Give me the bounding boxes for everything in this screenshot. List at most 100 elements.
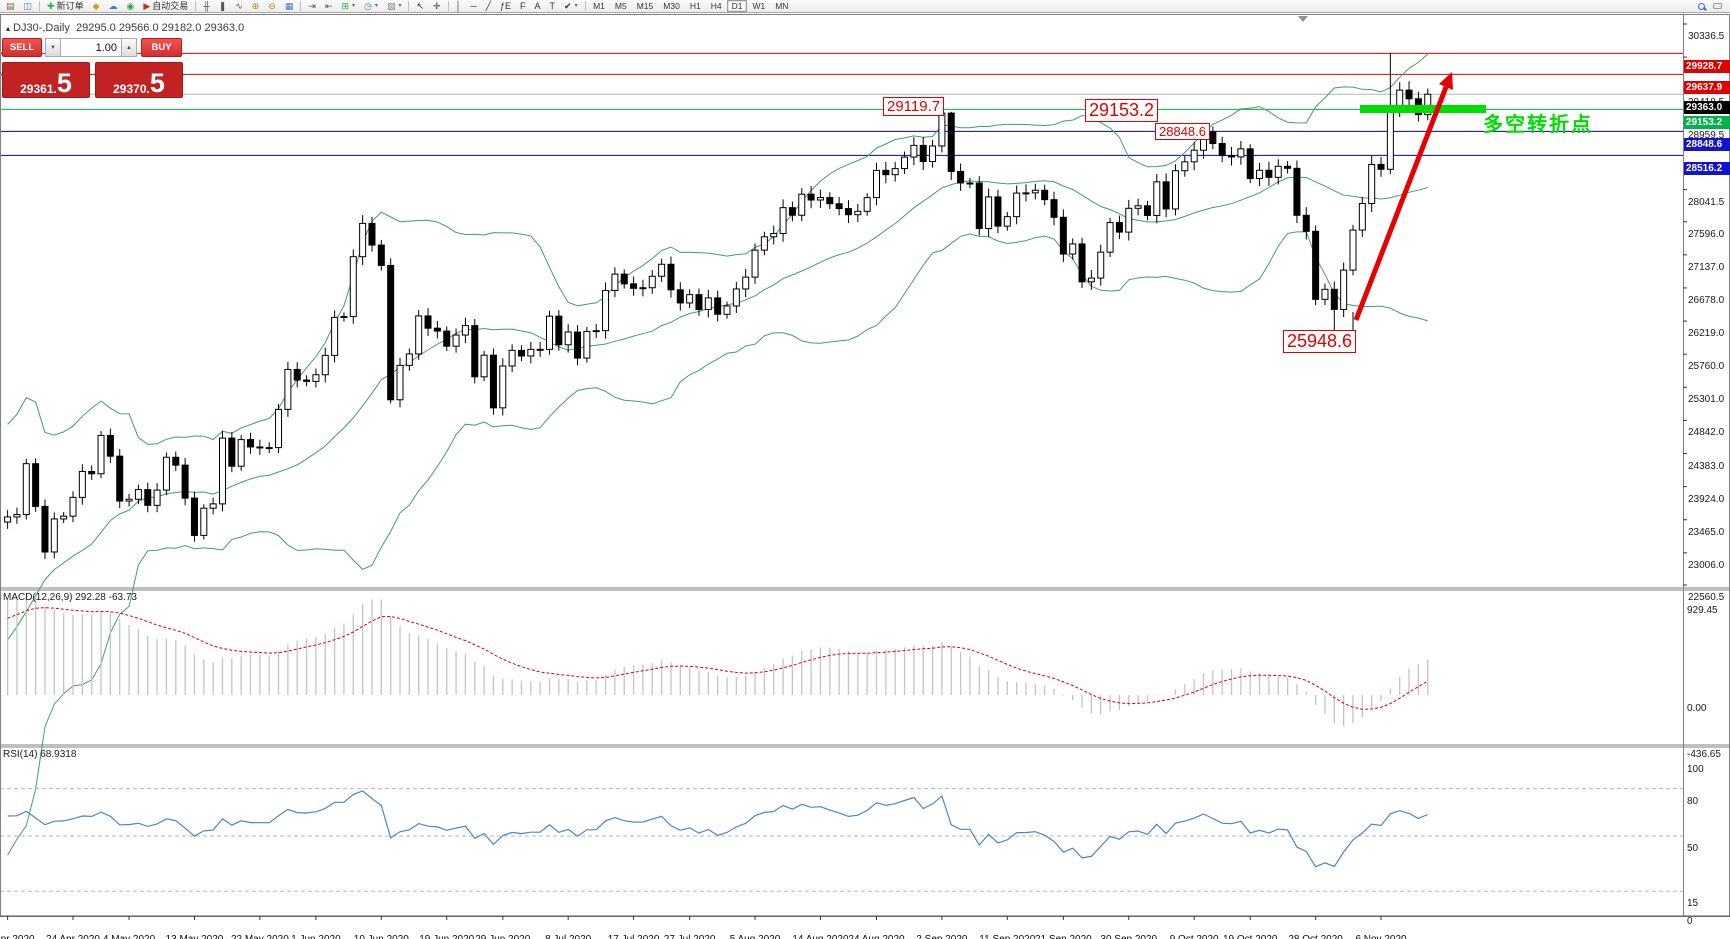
- toolbar-separator: [300, 1, 302, 11]
- trendline-icon[interactable]: ╱: [482, 0, 495, 12]
- vertical-line-icon[interactable]: │: [452, 0, 466, 12]
- fibonacci-icon: F: [520, 0, 526, 11]
- macd-scale-label: 0.00: [1687, 703, 1707, 714]
- buy-price-main: 29370: [113, 82, 147, 96]
- autotrading-button: ▶: [143, 0, 151, 11]
- profiles-icon[interactable]: ◫: [20, 0, 37, 12]
- timeframe-m30[interactable]: M30: [663, 1, 680, 11]
- zoom-out-icon: ⊖: [268, 0, 276, 11]
- bar-chart-icon[interactable]: ╫: [199, 0, 213, 12]
- price-axis-tick: 23924.0: [1688, 493, 1725, 505]
- date-axis-label: 8 Jul 2020: [545, 934, 591, 939]
- timeframe-h4[interactable]: H4: [710, 1, 722, 11]
- price-axis-tick: 24842.0: [1688, 427, 1725, 439]
- chart-window[interactable]: ▴ DJ30-,Daily 29295.0 29566.0 29182.0 293…: [0, 13, 1730, 939]
- date-axis-label: 10 Jun 2020: [354, 934, 409, 939]
- buy-button[interactable]: BUY: [141, 38, 182, 57]
- price-badge-29153.2: 29153.2: [1684, 115, 1730, 129]
- horizontal-line-icon[interactable]: ─: [466, 0, 480, 12]
- timeframe-h1[interactable]: H1: [689, 1, 701, 11]
- templates-icon[interactable]: ▧ ▾: [383, 0, 406, 12]
- voice-alerts-icon: ◉: [126, 0, 135, 11]
- price-axis-tick: 28041.5: [1688, 196, 1725, 208]
- timeframe-m1[interactable]: M1: [593, 1, 605, 11]
- chart-canvas[interactable]: [0, 13, 1730, 939]
- channel-icon: ƒE: [500, 0, 512, 11]
- rsi-scale-label: 0: [1687, 916, 1693, 927]
- zoom-in-icon[interactable]: ⊕: [248, 0, 264, 12]
- fibonacci-icon[interactable]: F: [516, 0, 530, 12]
- toolbar-separator: [39, 1, 41, 11]
- label-icon[interactable]: T: [546, 0, 560, 12]
- indicators-icon[interactable]: ⊞ ▾: [338, 0, 360, 12]
- price-badge-28516.2: 28516.2: [1684, 161, 1730, 175]
- arrows-icon[interactable]: ✔ ▾: [560, 0, 582, 12]
- volume-decrease-button[interactable]: ▼: [45, 38, 61, 57]
- crosshair-icon[interactable]: ✛: [429, 0, 445, 12]
- date-axis-label: 15 Apr 2020: [0, 934, 35, 939]
- price-axis-tick: 22560.5: [1688, 592, 1725, 603]
- vertical-line-icon: │: [455, 0, 462, 11]
- date-axis-label: 29 Jun 2020: [475, 934, 530, 939]
- date-axis-label: 28 Oct 2020: [1288, 934, 1342, 939]
- sell-button[interactable]: SELL: [2, 38, 42, 57]
- sell-price-main: 29361: [20, 82, 54, 96]
- timeframe-mn[interactable]: MN: [775, 1, 789, 11]
- tile-windows-icon[interactable]: ▦: [281, 0, 298, 12]
- date-axis-label: 22 May 2020: [231, 934, 289, 939]
- timeframe-w1[interactable]: W1: [752, 1, 766, 11]
- horizontal-line-icon: ─: [470, 0, 477, 11]
- volume-input[interactable]: 1.00: [61, 38, 121, 57]
- toolbar-separator: [447, 1, 449, 11]
- trendline-icon: ╱: [485, 0, 491, 11]
- date-axis-label: 9 Oct 2020: [1170, 934, 1219, 939]
- price-axis-tick: 27596.0: [1688, 228, 1725, 240]
- timeframe-m5[interactable]: M5: [614, 1, 627, 11]
- date-axis-label: 19 Oct 2020: [1223, 934, 1277, 939]
- line-chart-icon[interactable]: ∿: [231, 0, 247, 12]
- buy-price-box[interactable]: 29370. 5: [95, 62, 183, 98]
- timeframe-m15[interactable]: M15: [636, 1, 654, 11]
- price-axis-tick: 23006.0: [1688, 559, 1725, 571]
- date-axis-label: 19 Jun 2020: [419, 934, 474, 939]
- date-axis-label: 24 Aug 2020: [848, 934, 904, 939]
- periods-icon[interactable]: ◷ ▾: [360, 0, 382, 12]
- new-order-button-label: 新订单: [56, 0, 84, 11]
- channel-icon[interactable]: ƒE: [496, 0, 515, 12]
- sell-price-box[interactable]: 29361. 5: [2, 62, 90, 98]
- chart-shift-icon: ⇤: [324, 0, 333, 11]
- toolbar-separator: [408, 1, 410, 11]
- voice-alerts-icon[interactable]: ◉: [123, 0, 139, 12]
- chart-shift-icon[interactable]: ⇤: [321, 0, 337, 12]
- toolbar-separator: [584, 1, 586, 11]
- macd-header: MACD(12,26,9) 292.28 -63.73: [3, 592, 137, 603]
- price-axis-tick: 26678.0: [1688, 294, 1725, 306]
- price-axis-tick: 25301.0: [1688, 394, 1725, 406]
- level-label-28848: 28848.6: [1155, 123, 1210, 140]
- new-chart-icon[interactable]: ▤: [2, 0, 19, 12]
- level-label-29153: 29153.2: [1085, 99, 1159, 122]
- symbol-name: DJ30-,Daily: [13, 22, 70, 34]
- rsi-scale-label: 80: [1687, 795, 1699, 807]
- history-center-icon[interactable]: ◆: [89, 0, 104, 12]
- date-axis-label: 27 Jul 2020: [664, 934, 716, 939]
- text-icon[interactable]: A: [531, 0, 545, 12]
- chat-icon[interactable]: [1713, 3, 1722, 9]
- cursor-icon[interactable]: ↖: [412, 0, 428, 12]
- date-axis-label: 5 Aug 2020: [730, 934, 781, 939]
- zoom-in-icon: ⊕: [251, 0, 260, 11]
- volume-increase-button[interactable]: ▲: [121, 38, 137, 57]
- auto-scroll-icon[interactable]: ⇥: [304, 0, 320, 12]
- indicators-icon: ⊞: [341, 0, 350, 11]
- search-icon[interactable]: [1698, 2, 1705, 10]
- new-order-button[interactable]: ✚ 新订单: [43, 0, 88, 12]
- community-icon[interactable]: ☁: [105, 0, 122, 12]
- autotrading-button[interactable]: ▶ 自动交易: [139, 0, 192, 12]
- date-axis-label: 17 Jul 2020: [608, 934, 660, 939]
- chevron-down-icon: ▾: [398, 2, 402, 9]
- date-axis-label: 2 Sep 2020: [916, 934, 967, 939]
- zoom-out-icon[interactable]: ⊖: [264, 0, 280, 12]
- price-badge-28848.6: 28848.6: [1684, 137, 1730, 151]
- candlestick-chart-icon[interactable]: ❚: [215, 0, 231, 12]
- timeframe-d1[interactable]: D1: [727, 0, 747, 12]
